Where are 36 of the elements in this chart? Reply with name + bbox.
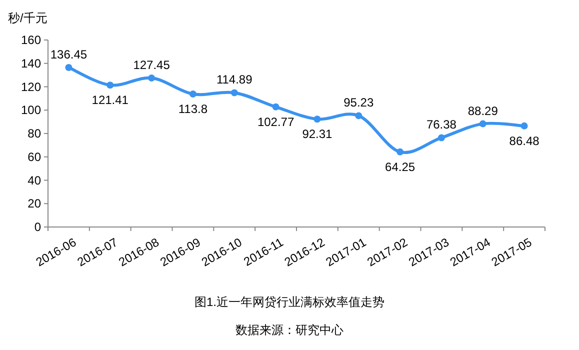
point bbox=[438, 134, 445, 142]
point bbox=[230, 89, 238, 96]
y-tick-label: 120 bbox=[20, 80, 42, 94]
point bbox=[396, 148, 404, 156]
data-label: 127.45 bbox=[133, 58, 170, 72]
data-label: 92.31 bbox=[302, 127, 333, 142]
point bbox=[479, 120, 486, 128]
data-label: 114.89 bbox=[216, 72, 253, 87]
data-label: 113.8 bbox=[178, 102, 208, 116]
point bbox=[65, 64, 72, 72]
point bbox=[520, 122, 528, 130]
source-note: 数据来源：研究中心 bbox=[236, 323, 344, 337]
point bbox=[314, 116, 321, 123]
data-label: 88.29 bbox=[468, 104, 498, 118]
point bbox=[106, 82, 114, 89]
y-tick-label: 60 bbox=[28, 150, 42, 164]
y-tick-label: 160 bbox=[20, 33, 42, 47]
point bbox=[148, 74, 156, 82]
point bbox=[355, 112, 362, 120]
data-label: 121.41 bbox=[92, 93, 129, 108]
point bbox=[272, 103, 280, 110]
y-tick-label: 0 bbox=[34, 220, 42, 234]
y-axis-title: 秒/千元 bbox=[8, 11, 48, 25]
y-tick-label: 40 bbox=[28, 173, 42, 188]
data-label: 95.23 bbox=[344, 96, 374, 110]
y-tick-label: 140 bbox=[20, 56, 42, 70]
data-label: 76.38 bbox=[426, 118, 457, 132]
point bbox=[189, 90, 196, 98]
text: 图1.近一年网贷行业满标效率值走势 bbox=[194, 295, 385, 309]
data-label: 86.48 bbox=[509, 134, 540, 148]
y-tick-label: 20 bbox=[28, 196, 42, 211]
y-tick-label: 80 bbox=[28, 126, 42, 140]
data-label: 102.77 bbox=[257, 114, 294, 129]
y-tick-label: 100 bbox=[20, 103, 42, 118]
data-label: 64.25 bbox=[385, 160, 416, 174]
data-label: 136.45 bbox=[50, 48, 88, 62]
